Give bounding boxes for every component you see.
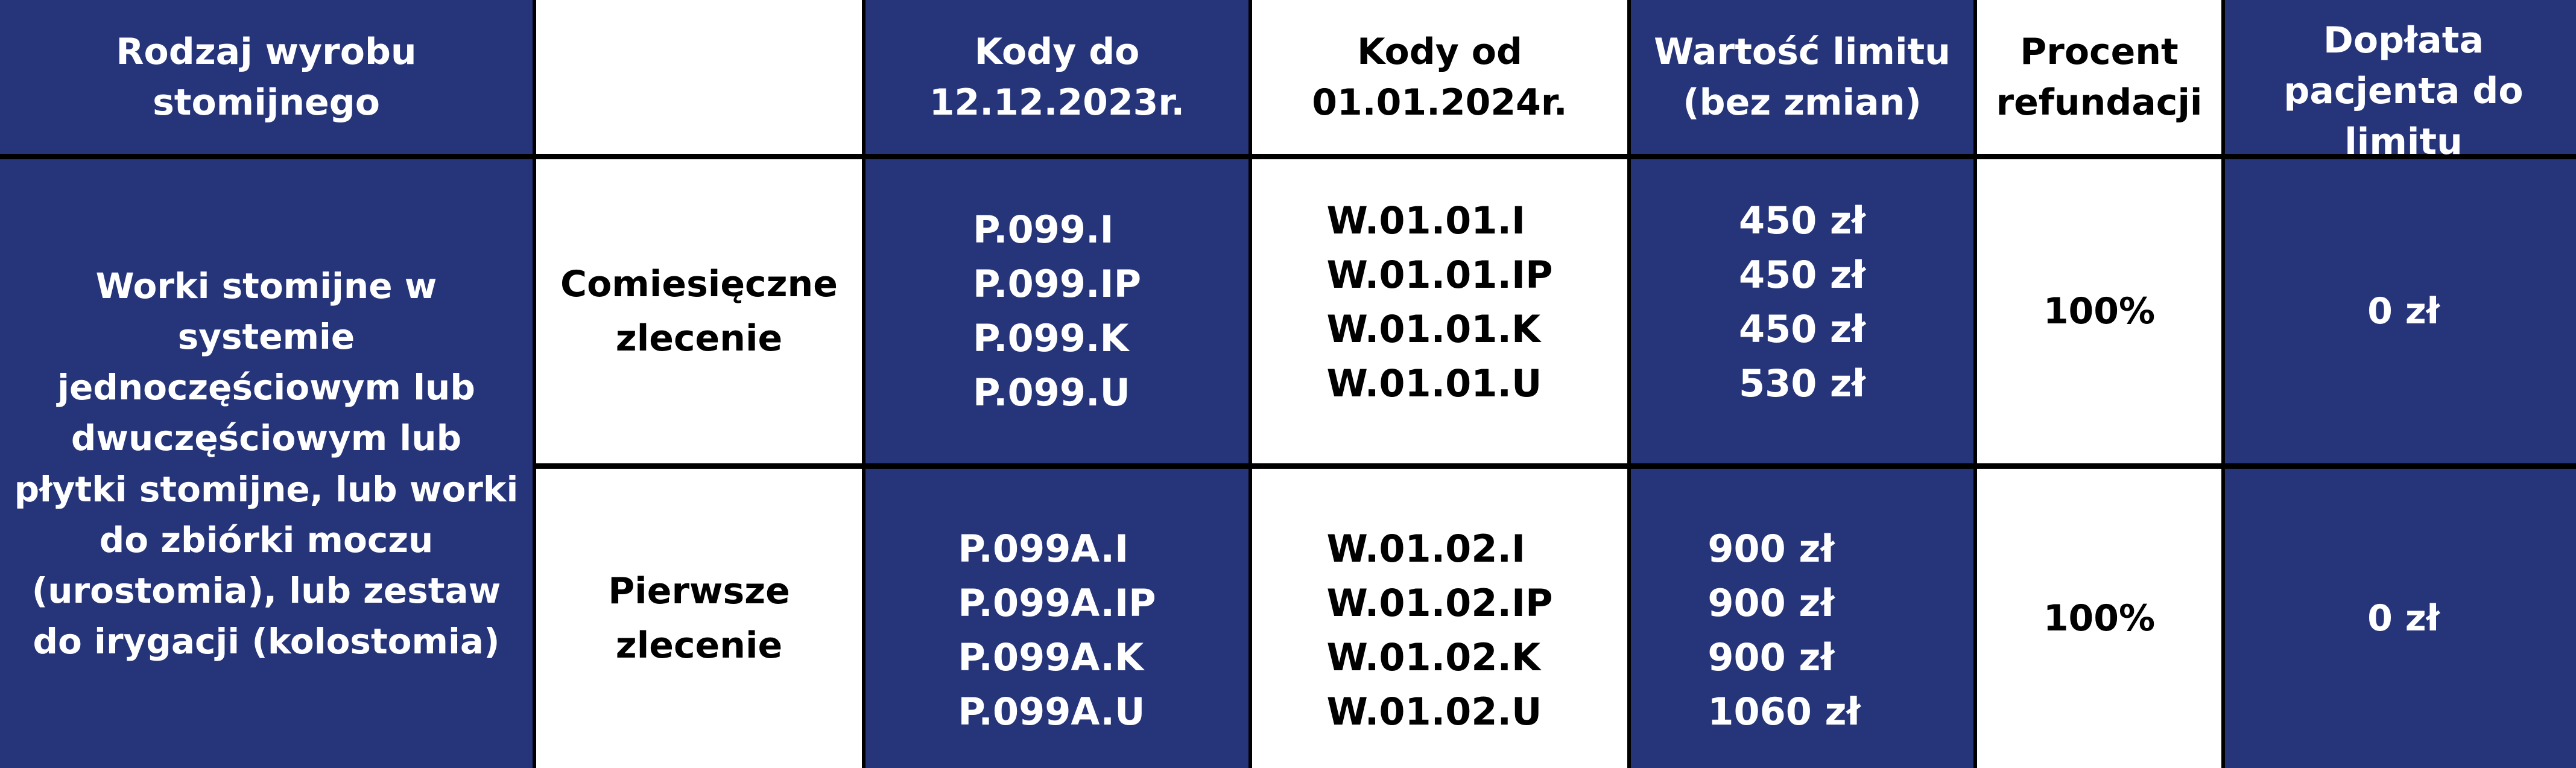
limit-value: 450 zł bbox=[1738, 198, 1866, 243]
limit-value: 1060 zł bbox=[1707, 689, 1861, 734]
patient-copay: 0 zł bbox=[2225, 469, 2576, 768]
limit-value: 530 zł bbox=[1738, 361, 1866, 405]
refund-percent: 100% bbox=[1977, 159, 2221, 463]
header-codes-old: Kody do 12.12.2023r. bbox=[866, 0, 1248, 154]
codes-new-cell: W.01.01.I W.01.01.IP W.01.01.K W.01.01.U bbox=[1252, 159, 1627, 463]
code-old: P.099A.IP bbox=[958, 581, 1156, 626]
code-old: P.099.I bbox=[972, 208, 1114, 252]
code-new: W.01.01.I bbox=[1326, 198, 1526, 243]
header-empty bbox=[536, 0, 862, 154]
limits-cell: 900 zł 900 zł 900 zł 1060 zł bbox=[1631, 469, 1973, 768]
code-old: P.099.K bbox=[972, 316, 1129, 360]
code-new: W.01.01.IP bbox=[1326, 253, 1553, 297]
limit-value: 900 zł bbox=[1707, 581, 1835, 626]
order-type: Comiesięczne zlecenie bbox=[536, 159, 862, 463]
code-new: W.01.02.K bbox=[1326, 635, 1541, 679]
codes-old-cell: P.099.I P.099.IP P.099.K P.099.U bbox=[866, 159, 1248, 463]
limits-cell: 450 zł 450 zł 450 zł 530 zł bbox=[1631, 159, 1973, 463]
limit-value: 900 zł bbox=[1707, 527, 1835, 571]
code-new: W.01.02.U bbox=[1326, 689, 1542, 734]
code-old: P.099A.I bbox=[958, 527, 1129, 571]
patient-copay: 0 zł bbox=[2225, 159, 2576, 463]
code-new: W.01.01.K bbox=[1326, 307, 1541, 351]
header-patient-copay: Dopłata pacjenta do limitu bbox=[2225, 0, 2576, 163]
order-type: Pierwsze zlecenie bbox=[536, 469, 862, 768]
code-new: W.01.01.U bbox=[1326, 361, 1542, 405]
code-old: P.099.U bbox=[972, 370, 1130, 414]
limit-value: 900 zł bbox=[1707, 635, 1835, 679]
code-old: P.099A.U bbox=[958, 689, 1145, 734]
header-codes-new: Kody od 01.01.2024r. bbox=[1252, 0, 1627, 154]
code-old: P.099.IP bbox=[972, 262, 1142, 306]
code-new: W.01.02.I bbox=[1326, 527, 1526, 571]
header-limit-value: Wartość limitu (bez zmian) bbox=[1631, 0, 1973, 154]
codes-old-cell: P.099A.I P.099A.IP P.099A.K P.099A.U bbox=[866, 469, 1248, 768]
header-product-type: Rodzaj wyrobu stomijnego bbox=[0, 0, 533, 154]
code-new: W.01.02.IP bbox=[1326, 581, 1553, 626]
code-old: P.099A.K bbox=[958, 635, 1144, 679]
header-refund-percent: Procent refundacji bbox=[1977, 0, 2221, 154]
limit-value: 450 zł bbox=[1738, 253, 1866, 297]
product-description: Worki stomijne w systemie jednoczęściowy… bbox=[0, 159, 533, 768]
refund-percent: 100% bbox=[1977, 469, 2221, 768]
codes-new-cell: W.01.02.I W.01.02.IP W.01.02.K W.01.02.U bbox=[1252, 469, 1627, 768]
limit-value: 450 zł bbox=[1738, 307, 1866, 351]
